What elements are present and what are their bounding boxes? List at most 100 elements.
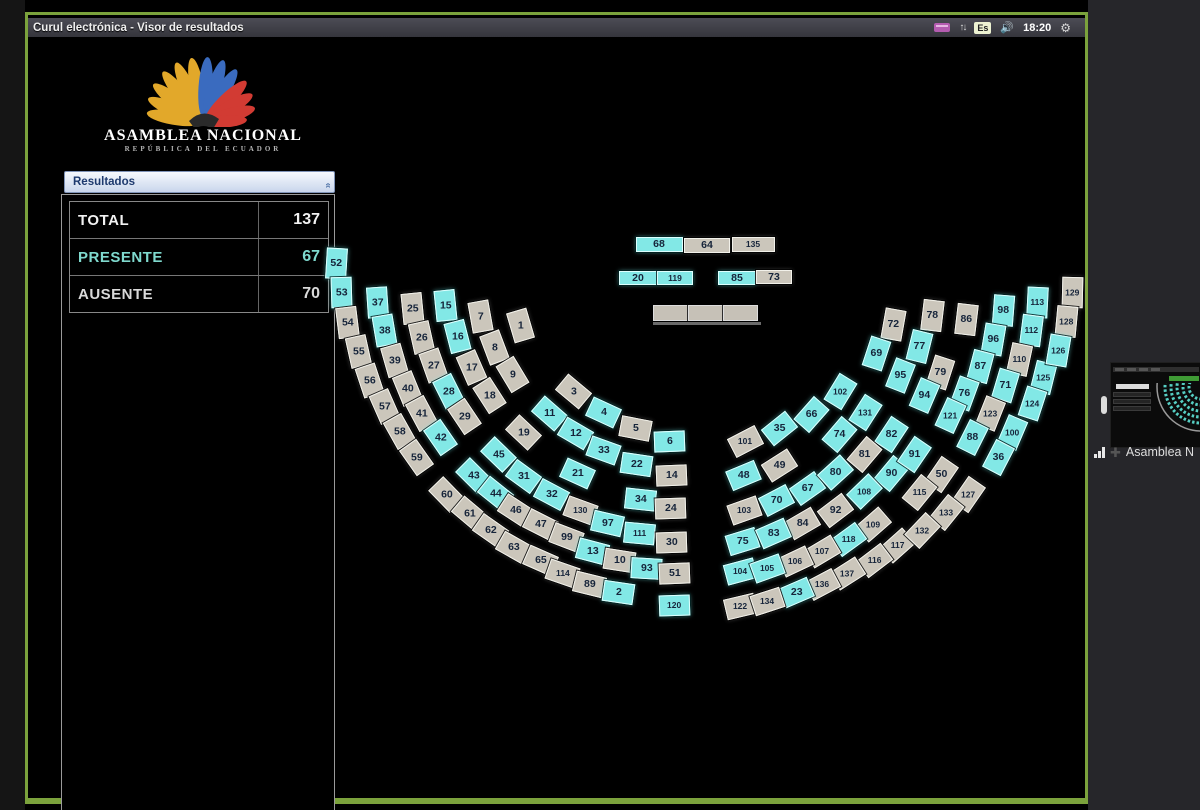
seat-95: 95 <box>884 356 916 394</box>
seat-50: 50 <box>923 455 959 493</box>
seat-114: 114 <box>543 557 581 589</box>
seat-61: 61 <box>450 494 488 532</box>
seat-130: 130 <box>561 494 599 526</box>
taskbar-item-asamblea[interactable]: ✚ Asamblea N <box>1094 443 1200 461</box>
seat-46: 46 <box>496 492 534 528</box>
seat-119: 119 <box>657 271 693 285</box>
seat-67: 67 <box>788 470 826 506</box>
table-row-presente: PRESENTE 67 <box>70 239 328 276</box>
seat-60: 60 <box>427 475 465 513</box>
seat-10: 10 <box>602 547 636 573</box>
seat-40: 40 <box>391 369 423 407</box>
seat-36: 36 <box>981 438 1015 476</box>
seat-70: 70 <box>757 483 795 517</box>
seat-123: 123 <box>974 394 1006 432</box>
volume-icon[interactable]: 🔊 <box>1000 22 1015 34</box>
seat-6: 6 <box>653 429 685 453</box>
collapse-chevron-icon[interactable]: » <box>322 182 334 188</box>
system-tray: ↑↓ Es 🔊 18:20 ⚙ <box>934 21 1085 35</box>
seat-35: 35 <box>760 410 798 446</box>
presente-value: 67 <box>258 239 328 275</box>
network-arrows-icon[interactable]: ↑↓ <box>959 22 967 33</box>
window-title: Curul electrónica - Visor de resultados <box>33 21 244 34</box>
seat-115: 115 <box>901 473 937 511</box>
seat-118: 118 <box>829 521 867 557</box>
seat-75: 75 <box>724 526 760 556</box>
seat-26: 26 <box>407 319 435 355</box>
screen-preview-window[interactable] <box>1110 362 1200 448</box>
seat-81: 81 <box>845 435 883 473</box>
seat-65: 65 <box>521 544 559 576</box>
seat-8: 8 <box>478 328 510 366</box>
seat-34: 34 <box>623 486 657 512</box>
results-table: TOTAL 137 PRESENTE 67 AUSENTE 70 <box>69 201 329 313</box>
seat-91: 91 <box>896 435 932 473</box>
seat-2: 2 <box>601 579 635 605</box>
seat-32: 32 <box>532 477 570 511</box>
seat-102: 102 <box>822 372 858 410</box>
rostrum-base <box>653 322 761 325</box>
seat-4: 4 <box>584 395 622 429</box>
seat-73: 73 <box>756 270 792 284</box>
results-panel-body: TOTAL 137 PRESENTE 67 AUSENTE 70 <box>61 194 335 810</box>
seat-86: 86 <box>953 302 979 336</box>
seat-116: 116 <box>855 542 893 578</box>
seat-47: 47 <box>521 507 559 541</box>
seat-54: 54 <box>334 305 360 339</box>
seat-27: 27 <box>417 346 449 384</box>
results-panel-header[interactable]: Resultados » <box>64 171 335 193</box>
seat-43: 43 <box>454 456 492 494</box>
ausente-value: 70 <box>258 276 328 312</box>
table-row-ausente: AUSENTE 70 <box>70 276 328 312</box>
seat-126: 126 <box>1045 332 1071 368</box>
seat-135: 135 <box>731 236 775 252</box>
seat-48: 48 <box>724 459 762 491</box>
seat-76: 76 <box>948 374 980 412</box>
seat-14: 14 <box>655 463 687 487</box>
seat-39: 39 <box>379 342 409 378</box>
seat-29: 29 <box>446 397 482 435</box>
preview-row <box>1113 399 1151 404</box>
seat-127: 127 <box>950 475 986 513</box>
settings-gear-icon[interactable]: ⚙ <box>1060 20 1071 35</box>
seat-63: 63 <box>494 530 532 564</box>
asamblea-nacional-logo: ASAMBLEA NACIONAL REPÚBLICA DEL ECUADOR <box>88 47 318 162</box>
seat-132: 132 <box>903 511 941 549</box>
seat-38: 38 <box>371 312 397 348</box>
seat-55: 55 <box>344 333 372 369</box>
seat-83: 83 <box>754 517 792 549</box>
rostrum-seat <box>652 305 688 321</box>
seat-78: 78 <box>919 298 945 332</box>
plant-icon: ✚ <box>1110 444 1121 460</box>
seat-89: 89 <box>571 570 607 598</box>
seat-92: 92 <box>816 492 854 528</box>
table-row-total: TOTAL 137 <box>70 202 328 239</box>
seat-121: 121 <box>933 396 967 434</box>
keyboard-layout-indicator[interactable]: Es <box>974 21 992 34</box>
seat-94: 94 <box>908 376 940 414</box>
seat-109: 109 <box>854 505 892 543</box>
seat-24: 24 <box>654 497 686 519</box>
seat-85: 85 <box>718 271 756 285</box>
seat-23: 23 <box>777 576 815 608</box>
seat-125: 125 <box>1029 359 1057 395</box>
seat-137: 137 <box>828 555 866 591</box>
seat-62: 62 <box>471 512 509 548</box>
seat-18: 18 <box>471 376 507 414</box>
clock[interactable]: 18:20 <box>1023 21 1052 34</box>
seat-33: 33 <box>584 434 622 466</box>
seat-68: 68 <box>635 236 683 252</box>
seat-16: 16 <box>442 318 472 354</box>
seat-7: 7 <box>466 298 494 334</box>
seat-19: 19 <box>504 413 542 451</box>
window-titlebar[interactable]: Curul electrónica - Visor de resultados … <box>28 18 1085 37</box>
messaging-indicator-icon[interactable] <box>934 23 951 32</box>
feather-fan-icon <box>146 57 255 129</box>
seat-120: 120 <box>658 593 690 617</box>
mini-scrollbar[interactable] <box>1101 396 1107 414</box>
secondary-display: ✚ Asamblea N <box>1088 0 1200 810</box>
seat-103: 103 <box>725 494 763 526</box>
seat-66: 66 <box>792 395 830 433</box>
seat-30: 30 <box>655 531 687 553</box>
rostrum-seat <box>722 305 758 321</box>
